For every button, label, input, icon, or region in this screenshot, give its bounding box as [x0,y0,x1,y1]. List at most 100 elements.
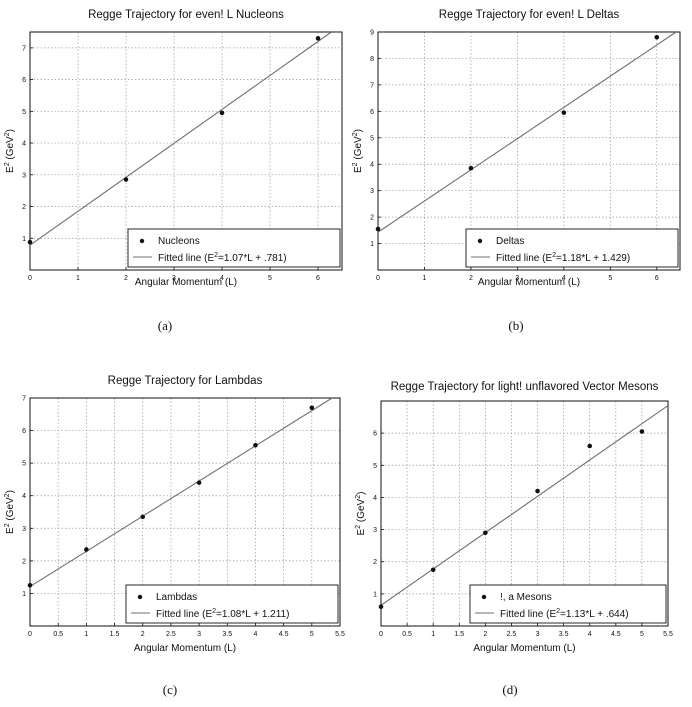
data-point [561,110,567,115]
data-point [123,177,129,182]
legend-label-points: !, a Mesons [500,592,552,603]
y-tick-label: 1 [22,591,26,598]
axes-frame [380,400,669,627]
legend-line-name: Fitted line (E [500,609,556,620]
legend-box [125,584,339,624]
y-tick-label: 5 [22,461,26,468]
y-axis-label-base: E [5,166,16,173]
data-point [378,604,384,610]
fitted-line [380,405,669,606]
x-tick-label: 4 [588,631,592,638]
x-tick-label: 0 [379,631,383,638]
x-tick-label: 4.5 [611,631,621,638]
data-point [587,443,593,449]
data-point [253,442,258,448]
data-point [654,34,660,40]
legend-line-name: Fitted line (E [158,253,214,264]
chart-panel-2: 0 0.5 1 1.5 2 2.5 3 3.5 4 4.5 5 5.5 1 2 3 4 5 6 7 Regge Tra… [4,375,345,697]
y-tick-label: 3 [373,527,377,534]
y-tick-label: 7 [22,45,26,52]
x-tick-label: 2.5 [166,631,176,638]
y-tick-label: 2 [22,204,26,211]
legend-label-points: Deltas [496,236,524,247]
y-tick-label: 3 [22,172,26,179]
y-axis-label-unit: (GeV [5,497,16,523]
x-tick-label: 0 [28,275,32,282]
x-tick-label: 4 [254,631,258,638]
y-tick-label: 4 [22,493,26,500]
x-tick-label: 5 [640,631,644,638]
panel-caption: (c) [163,682,177,697]
y-axis-label-unit: (GeV [5,136,16,162]
legend: Nucleons Fitted line (E2=1.07*L + .781) [127,228,341,268]
legend-box [127,228,341,268]
y-axis-label-close: ) [356,492,367,495]
legend-marker-points [477,238,483,244]
data-point [315,36,321,41]
legend-label-line: Fitted line (E2=1.07*L + .781) [158,252,287,264]
x-tick-label: 1.5 [454,631,464,638]
x-tick-label: 1 [84,631,88,638]
legend-line-sup: 2 [556,608,560,615]
y-axis-label-sup: 2 [352,162,359,166]
y-axis-label: E2 (GeV2) [4,129,16,173]
legend-label-points: Lambdas [156,592,197,603]
y-tick-label: 1 [22,236,26,243]
y-tick-label: 4 [370,162,374,169]
y-tick-label: 6 [370,109,374,116]
y-tick-label: 6 [22,428,26,435]
x-tick-label: 6 [316,275,320,282]
legend-marker-points [481,594,487,600]
y-tick-label: 3 [370,188,374,195]
data-point [430,567,436,573]
legend-label-line: Fitted line (E2=1.08*L + 1.211) [156,608,289,620]
legend-line-sup: 2 [214,252,218,259]
y-tick-label: 2 [22,558,26,565]
x-tick-label: 1 [423,275,427,282]
chart-panel-3: 0 0.5 1 1.5 2 2.5 3 3.5 4 4.5 5 5.5 1 2 3 4 5 6 Regge Traj… [355,381,673,697]
y-axis-label-sup: 2 [4,523,11,527]
x-tick-label: 0 [28,631,32,638]
data-point [27,582,33,588]
legend-line-name: Fitted line (E [496,253,552,264]
fitted-line [29,397,333,588]
data-point [535,488,540,494]
y-axis-label-close: ) [353,129,364,132]
x-tick-label: 3 [515,275,519,282]
y-axis-label: E2 (GeV2) [4,490,16,534]
y-axis-label-close: ) [5,129,16,132]
legend: !, a Mesons Fitted line (E2=1.13*L + .644… [469,584,667,624]
x-tick-label: 1 [431,631,435,638]
y-axis-label-sup: 2 [4,493,11,497]
y-tick-label: 3 [22,526,26,533]
y-axis-label-sup: 2 [4,132,11,136]
y-tick-label: 7 [22,396,26,403]
x-tick-label: 2 [124,275,128,282]
x-tick-label: 2 [141,631,145,638]
y-axis-label-base: E [353,166,364,173]
y-axis-label-sup: 2 [355,525,362,529]
y-tick-label: 9 [370,30,374,37]
legend-line-eq: =1.13*L + .644) [560,609,629,620]
x-tick-label: 3.5 [222,631,232,638]
fitted-line [377,31,677,233]
x-tick-label: 3.5 [559,631,569,638]
x-tick-label: 3 [197,631,201,638]
y-tick-label: 6 [373,431,377,438]
legend-line-eq: =1.08*L + 1.211) [216,609,289,620]
x-tick-label: 4 [562,275,566,282]
legend: Deltas Fitted line (E2=1.18*L + 1.429) [465,228,679,268]
legend-marker-points [139,238,145,244]
data-point [196,480,202,485]
data-point [309,405,315,411]
legend-label-line: Fitted line (E2=1.13*L + .644) [500,608,629,620]
data-point [639,429,645,434]
x-tick-label: 5.5 [335,631,345,638]
data-point [483,530,488,536]
axes-frame [377,31,681,271]
x-axis-label: Angular Momentum (L) [478,277,580,288]
x-tick-label: 1 [76,275,80,282]
data-point [140,514,146,520]
y-tick-label: 1 [370,241,374,248]
panel-caption: (a) [158,318,172,333]
